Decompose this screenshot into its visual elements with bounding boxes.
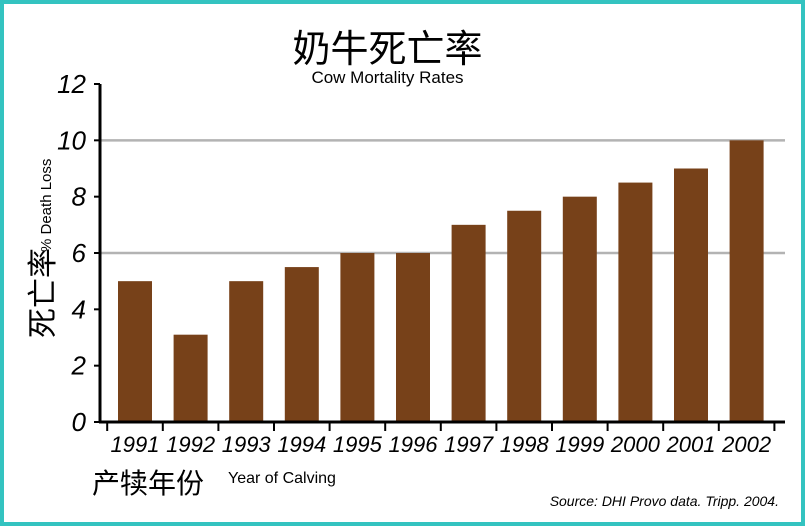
x-tick-label-2002: 2002 (721, 432, 771, 457)
bar-1993 (229, 281, 264, 422)
bar-1997 (451, 224, 486, 422)
y-tick-label-4: 4 (72, 294, 86, 324)
bar-2002 (729, 140, 764, 423)
bar-1991 (118, 281, 152, 422)
y-tick-label-12: 12 (57, 69, 86, 99)
chart-subtitle: Cow Mortality Rates (311, 68, 464, 87)
x-tick-label-1997: 1997 (444, 432, 494, 457)
chart-title: 奶牛死亡率 (292, 27, 483, 71)
bar-1995 (340, 253, 375, 422)
bar-1994 (284, 267, 319, 422)
x-axis-label: 产犊年份 (92, 467, 205, 500)
x-axis-label-english: Year of Calving (228, 470, 336, 487)
bar-2000 (618, 182, 653, 422)
x-tick-label-2000: 2000 (610, 432, 661, 457)
bar-1992 (173, 334, 208, 422)
y-tick-label-8: 8 (72, 182, 87, 212)
bar-1998 (507, 210, 542, 422)
x-tick-label-1999: 1999 (555, 432, 604, 457)
x-tick-label-1996: 1996 (389, 432, 439, 457)
source-note: Source: DHI Provo data. Tripp. 2004. (549, 493, 779, 509)
x-tick-label-1992: 1992 (166, 432, 215, 457)
bar-1999 (562, 196, 597, 422)
x-tick-label-2001: 2001 (666, 432, 716, 457)
y-tick-label-6: 6 (72, 238, 87, 268)
bar-1996 (396, 253, 430, 422)
x-tick-label-1994: 1994 (277, 432, 326, 457)
bar-2001 (674, 168, 708, 422)
x-tick-label-1991: 1991 (111, 432, 160, 457)
y-tick-label-0: 0 (72, 407, 87, 437)
x-tick-label-1995: 1995 (333, 432, 383, 457)
x-tick-label-1998: 1998 (500, 432, 550, 457)
y-tick-label-2: 2 (71, 351, 87, 381)
x-tick-label-1993: 1993 (222, 432, 272, 457)
y-tick-label-10: 10 (57, 125, 86, 155)
